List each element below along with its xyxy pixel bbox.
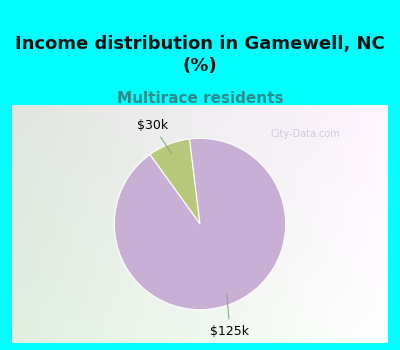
Text: City-Data.com: City-Data.com — [270, 128, 340, 139]
Text: $125k: $125k — [210, 295, 250, 338]
Wedge shape — [150, 139, 200, 224]
Text: $30k: $30k — [137, 119, 172, 154]
Text: Multirace residents: Multirace residents — [117, 91, 283, 106]
Wedge shape — [114, 138, 286, 310]
Text: Income distribution in Gamewell, NC
(%): Income distribution in Gamewell, NC (%) — [15, 35, 385, 75]
